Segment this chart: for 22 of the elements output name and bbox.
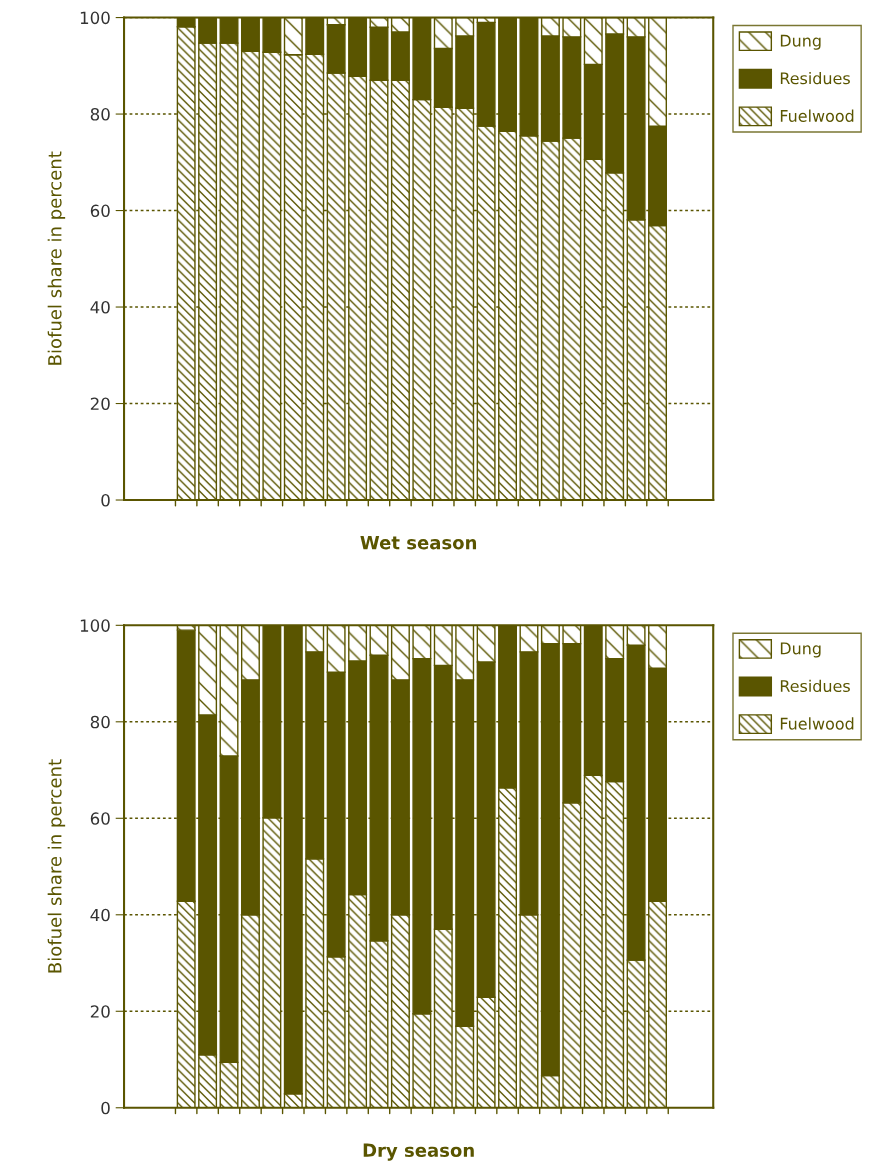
- y-axis-title: Biofuel share in percent: [47, 151, 66, 365]
- y-tick-label: 20: [90, 1005, 110, 1018]
- y-axis-title: Biofuel share in percent: [47, 759, 66, 973]
- y-tick-label: 0: [101, 1101, 110, 1115]
- y-tick-label: 80: [90, 108, 110, 121]
- y-tick-label: 20: [90, 397, 110, 411]
- legend-label: Fuelwood: [780, 717, 854, 730]
- y-tick-label: 100: [80, 11, 110, 25]
- y-tick-label: 80: [90, 715, 110, 729]
- x-axis-title: Dry season: [363, 1143, 474, 1161]
- legend-label: Dung: [780, 34, 821, 50]
- y-tick-label: 100: [80, 619, 110, 632]
- legend-label: Residues: [780, 71, 850, 85]
- legend-label: Fuelwood: [780, 109, 854, 122]
- legend-label: Dung: [780, 642, 821, 658]
- legend-label: Residues: [780, 679, 850, 693]
- y-tick-label: 40: [90, 301, 110, 314]
- y-tick-label: 60: [90, 812, 110, 825]
- y-tick-label: 40: [90, 908, 110, 922]
- x-axis-title: Wet season: [360, 535, 477, 550]
- y-tick-label: 0: [101, 493, 110, 507]
- y-tick-label: 60: [90, 204, 110, 218]
